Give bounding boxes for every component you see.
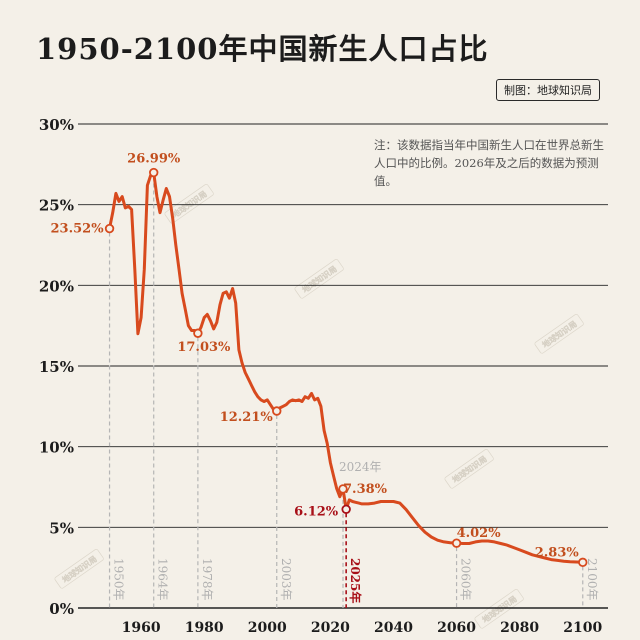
- series-line-layer: [108, 171, 585, 564]
- data-label: 26.99%: [127, 152, 181, 167]
- y-tick-label: 20%: [39, 277, 74, 295]
- watermark-stamp: 地球知识局: [534, 313, 584, 354]
- x-tick-label: 2000: [248, 620, 287, 636]
- year-label-layer: 1950年 1964年 1978年 2003年 2024年 2025年 2060年 2100年: [112, 460, 599, 603]
- year-label: 1950年: [112, 558, 126, 601]
- data-marker: [149, 167, 159, 178]
- x-tick-label: 2040: [374, 620, 413, 636]
- data-label: 7.38%: [343, 482, 388, 497]
- chart-note: 注：该数据指当年中国新生人口在世界总新生人口中的比例。2026年及之后的数据为预…: [374, 138, 604, 188]
- x-tick-label: 1960: [122, 620, 161, 636]
- x-tick-label: 2080: [500, 620, 539, 636]
- data-label: 23.52%: [50, 222, 104, 237]
- year-label: 2024年: [339, 460, 382, 474]
- watermark-text: 地球知识局: [450, 454, 489, 485]
- chart-title: 1950-2100年中国新生人口占比: [36, 32, 489, 66]
- data-label: 17.03%: [177, 340, 231, 355]
- year-label: 2025年: [348, 558, 363, 603]
- data-marker: [104, 223, 115, 234]
- data-marker: [451, 538, 462, 548]
- watermark-text: 地球知识局: [540, 319, 579, 350]
- data-marker: [272, 406, 282, 416]
- series-line: [108, 171, 585, 564]
- year-label: 2100年: [585, 558, 599, 601]
- annotation-drop-lines: [108, 176, 584, 608]
- watermark-text: 地球知识局: [300, 264, 339, 295]
- credit-badge: 制图：地球知识局: [496, 79, 600, 101]
- data-marker: [338, 484, 348, 494]
- y-tick-label: 10%: [39, 439, 74, 457]
- x-tick-label: 1980: [185, 620, 224, 636]
- watermark-text: 地球知识局: [60, 554, 99, 585]
- data-label: 6.12%: [294, 504, 339, 519]
- watermark-box: [474, 588, 524, 629]
- y-tick-label: 0%: [49, 600, 74, 618]
- annotation-value-labels: 23.52% 26.99% 17.03% 12.21% 7.38% 6.12% 4.02% 2…: [50, 152, 579, 561]
- year-label: 2003年: [279, 558, 293, 601]
- year-label: 1964年: [156, 558, 170, 601]
- annotation-markers: [104, 167, 588, 568]
- watermark-text: 地球知识局: [170, 189, 209, 220]
- x-tick-label: 2020: [311, 620, 350, 636]
- data-marker: [341, 504, 351, 514]
- watermark-box: [294, 258, 344, 299]
- watermark-stamp: 地球知识局: [444, 448, 494, 489]
- watermark-stamp: 地球知识局: [294, 258, 344, 299]
- year-label: 1978年: [200, 558, 214, 601]
- data-label: 2.83%: [535, 545, 580, 560]
- year-label: 2060年: [459, 558, 473, 601]
- watermark-stamp: 地球知识局: [54, 548, 104, 589]
- watermark-box: [54, 548, 104, 589]
- data-label: 4.02%: [457, 526, 502, 541]
- y-tick-label: 5%: [49, 519, 74, 537]
- watermark-box: [444, 448, 494, 489]
- y-tick-label: 15%: [39, 358, 74, 376]
- data-marker: [193, 328, 203, 338]
- y-tick-label: 30%: [39, 116, 74, 134]
- y-tick-label: 25%: [39, 197, 74, 215]
- x-tick-label: 2060: [437, 620, 476, 636]
- x-tick-label: 2100: [563, 620, 602, 636]
- watermark-box: [534, 313, 584, 354]
- data-marker: [578, 557, 588, 568]
- axis-tick-labels: 0% 5% 10% 15% 20% 25% 30% 1960 1980 2000 2020 2040 2…: [39, 116, 603, 636]
- data-label: 12.21%: [220, 410, 274, 425]
- watermark-box: [164, 183, 214, 224]
